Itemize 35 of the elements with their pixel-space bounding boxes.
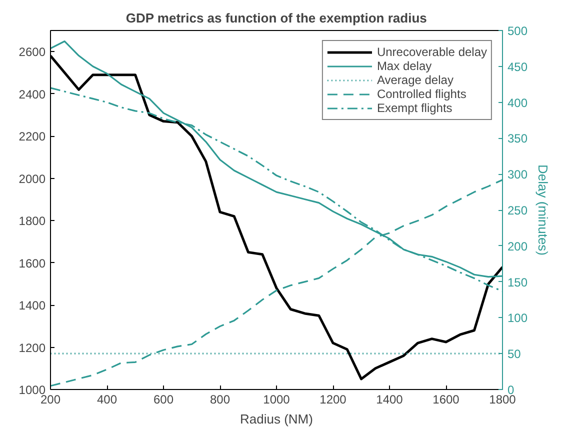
y-tick-label: 2200 (18, 130, 46, 144)
y2-tick-label: 100 (508, 311, 528, 326)
y2-tick-label: 400 (508, 96, 528, 110)
x-tick-label: 600 (153, 392, 174, 406)
x-tick-label: 1400 (376, 392, 404, 406)
x-tick-label: 800 (210, 392, 230, 406)
chart-title: GDP metrics as function of the exemption radius (126, 10, 427, 26)
y2-axis-title: Delay (minutes) (536, 164, 551, 256)
y2-tick-label: 300 (508, 168, 528, 182)
y-tick-label: 1600 (18, 256, 46, 270)
x-tick-label: 200 (40, 392, 61, 406)
legend-label: Unrecoverable delay (376, 45, 487, 59)
y-tick-label: 1200 (18, 340, 46, 355)
y2-tick-label: 250 (508, 204, 528, 218)
y2-tick-label: 500 (508, 24, 528, 38)
legend-label: Average delay (376, 73, 454, 87)
x-tick-label: 400 (96, 392, 118, 406)
legend-label: Exempt flights (376, 101, 452, 115)
y2-tick-label: 200 (508, 239, 528, 254)
x-tick-label: 1200 (320, 392, 347, 406)
y-tick-label: 1800 (18, 214, 46, 228)
y-tick-label: 2000 (18, 172, 46, 186)
legend-label: Controlled flights (376, 87, 466, 101)
y2-tick-label: 150 (508, 275, 528, 290)
x-tick-label: 1800 (489, 392, 516, 406)
y2-tick-label: 450 (508, 60, 528, 74)
y2-tick-label: 350 (508, 132, 528, 146)
y-tick-label: 2600 (18, 45, 46, 60)
x-tick-label: 1600 (432, 392, 460, 406)
y2-tick-label: 50 (508, 347, 522, 362)
y-tick-label: 1400 (18, 298, 46, 313)
y-tick-label: 2400 (18, 87, 46, 102)
x-tick-label: 1000 (263, 392, 290, 406)
legend-label: Max delay (376, 59, 432, 73)
x-axis-title: Radius (NM) (240, 412, 313, 426)
